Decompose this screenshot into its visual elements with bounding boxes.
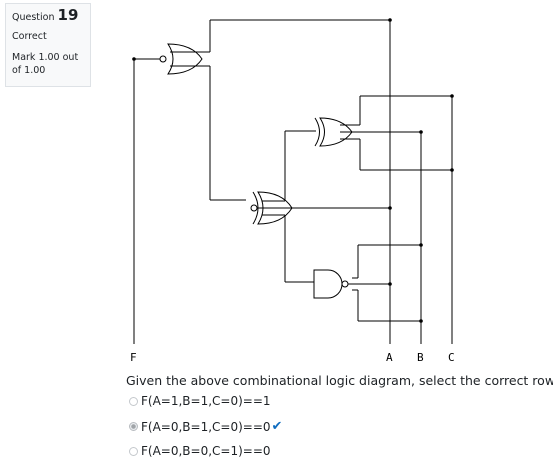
nand-gate-bubble (341, 280, 349, 288)
input-label-c: C (448, 351, 455, 364)
logic-diagram: F A B C (130, 18, 455, 364)
question-info-panel: Question 19 Correct Mark 1.00 out of 1.0… (5, 3, 91, 87)
xnor-gate-middle-bubble (250, 204, 258, 212)
output-label-f: F (130, 351, 137, 364)
question-prompt: Given the above combinational logic diag… (126, 373, 553, 388)
answer-option-2[interactable]: F(A=0,B=1,C=0)==0 ✔ (129, 419, 282, 434)
question-number: 19 (57, 6, 79, 24)
correct-check-icon: ✔ (271, 419, 283, 434)
answer-option-label: F(A=1,B=1,C=0)==1 (141, 394, 271, 408)
question-mark: Mark 1.00 out of 1.00 (12, 52, 79, 76)
answer-option-label: F(A=0,B=0,C=1)==0 (141, 444, 271, 458)
or-gate (167, 43, 203, 75)
answer-option-label: F(A=0,B=1,C=0)==0 (141, 419, 271, 434)
radio-button-selected[interactable] (129, 422, 138, 431)
answer-option-1[interactable]: F(A=1,B=1,C=0)==1 (129, 394, 271, 408)
input-label-a: A (386, 351, 393, 364)
radio-button[interactable] (129, 446, 138, 456)
question-heading: Question 19 (12, 6, 84, 24)
xor-gate (314, 117, 353, 147)
question-label: Question (12, 12, 55, 23)
nand-gate (313, 269, 343, 299)
answer-option-3[interactable]: F(A=0,B=0,C=1)==0 (129, 444, 271, 458)
input-label-b: B (417, 351, 424, 364)
question-state: Correct (12, 31, 47, 42)
radio-button[interactable] (129, 396, 138, 406)
or-gate-output-bubble (159, 55, 167, 63)
